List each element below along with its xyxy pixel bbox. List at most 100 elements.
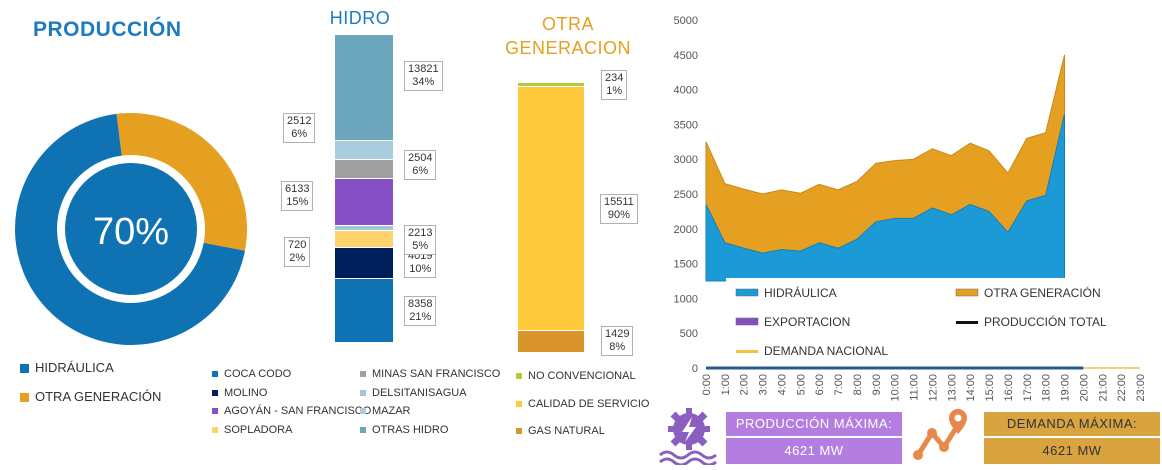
y-tick-label: 3000 — [674, 154, 698, 166]
data-label-percent: 5% — [412, 240, 429, 252]
x-tick-label: 9:00 — [871, 374, 883, 395]
legend-gas-natural: GAS NATURAL — [516, 425, 605, 437]
x-tick-label: 15:00 — [984, 374, 996, 402]
data-label-percent: 1% — [606, 85, 623, 97]
demanda-maxima-label: DEMANDA MÁXIMA: — [984, 412, 1160, 436]
x-tick-label: 23:00 — [1135, 374, 1147, 402]
data-label-percent: 15% — [286, 196, 309, 208]
x-tick-label: 0:00 — [701, 374, 713, 395]
area-hidraulica — [705, 113, 1066, 282]
x-tick-label: 8:00 — [852, 374, 864, 395]
bar-segment-agoy-n-san-francisco — [335, 178, 393, 225]
data-label-gas-natural: 1429 8% — [601, 326, 634, 356]
legend-swatch — [955, 288, 979, 297]
otra-generacion-title: OTRA GENERACION — [504, 14, 632, 58]
data-label-value: 15511 — [604, 196, 634, 208]
donut-center-label: 70% — [93, 211, 169, 253]
data-label-value: 2213 — [408, 227, 433, 239]
data-label-percent: 8% — [609, 341, 626, 353]
legend-swatch — [360, 408, 366, 415]
legend-calidad-de-servicio: CALIDAD DE SERVICIO — [516, 398, 649, 410]
legend-sopladora: SOPLADORA — [212, 424, 292, 436]
bar-segment-delsitanisagua — [335, 224, 393, 231]
bar-segment-minas-san-francisco — [335, 158, 393, 179]
legend-molino: MOLINO — [212, 387, 267, 399]
legend-swatch — [212, 371, 218, 378]
data-label-value: 13821 — [408, 63, 439, 75]
y-tick-label: 0 — [692, 363, 698, 375]
y-tick-label: 2000 — [674, 224, 698, 236]
donut-inner-disc — [65, 163, 197, 295]
x-tick-label: 11:00 — [909, 374, 921, 401]
x-tick-label: 4:00 — [776, 374, 788, 395]
x-tick-label: 3:00 — [758, 374, 770, 395]
donut-slice-hidraulica — [15, 113, 245, 345]
bar-segment-sopladora — [335, 230, 393, 248]
data-label-value: 2512 — [287, 115, 312, 127]
y-tick-label: 1500 — [674, 259, 698, 271]
legend-label: DEMANDA NACIONAL — [764, 344, 888, 358]
legend-swatch — [360, 390, 366, 397]
legend-swatch — [20, 364, 29, 374]
y-tick-label: 4500 — [674, 50, 698, 62]
power-plant-icon — [659, 408, 717, 465]
legend-swatch — [736, 350, 758, 353]
x-tick-label: 16:00 — [1003, 374, 1015, 402]
data-label-calidad-de-servicio: 15511 90% — [600, 194, 638, 224]
data-label-mazar: 2512 6% — [283, 113, 316, 143]
data-label-percent: 6% — [291, 128, 308, 140]
data-label-percent: 2% — [289, 252, 306, 264]
legend-coca-codo: COCA CODO — [212, 368, 291, 380]
data-label-delsitanisagua: 720 2% — [284, 237, 311, 267]
x-tick-label: 20:00 — [1078, 374, 1090, 402]
data-label-no-convencional: 234 1% — [601, 70, 628, 100]
x-tick-label: 19:00 — [1060, 374, 1072, 402]
legend-swatch — [212, 427, 218, 434]
x-tick-label: 14:00 — [965, 374, 977, 402]
page-title: PRODUCCIÓN — [33, 18, 182, 41]
bar-segment-calidad-de-servicio — [518, 85, 584, 330]
legend-agoy-n-san-francisco: AGOYÁN - SAN FRANCISCO — [212, 405, 371, 417]
data-label-value: 234 — [605, 72, 624, 84]
legend-swatch — [20, 393, 29, 403]
demanda-maxima-value: 4621 MW — [984, 438, 1160, 464]
legend-label: HIDRÁULICA — [764, 285, 837, 300]
data-label-percent: 21% — [409, 311, 432, 323]
legend-mazar: MAZAR — [360, 405, 411, 417]
legend-delsitanisagua: DELSITANISAGUA — [360, 387, 467, 399]
bar-segment-otras-hidro — [335, 34, 393, 140]
y-tick-label: 500 — [680, 328, 698, 340]
y-tick-label: 1000 — [674, 293, 698, 305]
bar-segment-no-convencional — [518, 82, 584, 86]
legend-swatch — [212, 408, 218, 415]
legend-swatch — [212, 390, 218, 397]
produccion-maxima-value: 4621 MW — [726, 438, 902, 464]
production-donut-chart: 70% — [15, 112, 248, 345]
legend-swatch — [735, 288, 759, 297]
legend-swatch — [516, 428, 522, 435]
data-label-value: 720 — [288, 239, 307, 251]
x-tick-label: 18:00 — [1041, 374, 1053, 402]
legend-swatch — [516, 401, 522, 408]
x-tick-label: 22:00 — [1116, 374, 1128, 402]
data-label-percent: 10% — [409, 263, 432, 275]
data-label-percent: 6% — [412, 165, 429, 177]
y-tick-label: 5000 — [674, 15, 698, 27]
data-label-sopladora: 2213 5% — [404, 225, 437, 255]
donut-slice-otra-generacion — [116, 112, 248, 251]
x-tick-label: 12:00 — [927, 374, 939, 402]
otra-generacion-stacked-bar — [518, 82, 584, 352]
bar-segment-gas-natural — [518, 329, 584, 352]
legend-swatch — [516, 373, 522, 380]
legend-no-convencional: NO CONVENCIONAL — [516, 370, 636, 382]
data-label-minas-san-francisco: 2504 6% — [404, 150, 437, 180]
y-tick-label: 3500 — [674, 119, 698, 131]
data-label-percent: 90% — [607, 209, 630, 221]
x-tick-label: 13:00 — [946, 374, 958, 402]
data-label-value: 8358 — [408, 298, 433, 310]
chart-legend-panel — [726, 278, 1146, 358]
map-route-icon — [913, 409, 967, 460]
legend-otras-hidro: OTRAS HIDRO — [360, 424, 448, 436]
bar-segment-molino — [335, 247, 393, 279]
data-label-value: 1429 — [605, 328, 630, 340]
